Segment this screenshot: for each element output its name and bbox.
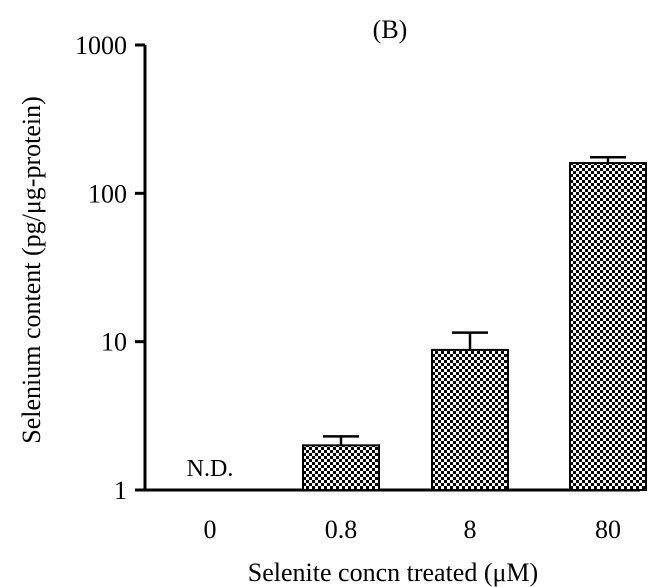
x-tick-label: 0.8 bbox=[325, 515, 358, 544]
x-tick-label: 0 bbox=[204, 515, 217, 544]
x-tick-label: 80 bbox=[595, 515, 621, 544]
y-tick-label: 1000 bbox=[75, 31, 127, 60]
x-axis-label: Selenite concn treated (μM) bbox=[248, 558, 538, 587]
plot-area: 1 10 100 1000 0 0.8 8 80 N.D. bbox=[75, 31, 647, 544]
y-tick-label: 100 bbox=[88, 179, 127, 208]
x-tick-label: 8 bbox=[464, 515, 477, 544]
bar-0.8 bbox=[302, 444, 380, 492]
y-axis-label: Selenium content (pg/μg-protein) bbox=[17, 96, 46, 444]
y-tick-label: 10 bbox=[101, 328, 127, 357]
y-tick-label: 1 bbox=[114, 476, 127, 505]
chart-title: (B) bbox=[373, 15, 408, 44]
bar-80 bbox=[569, 162, 647, 491]
bar-8 bbox=[431, 348, 509, 491]
annotation-nd: N.D. bbox=[187, 456, 234, 482]
